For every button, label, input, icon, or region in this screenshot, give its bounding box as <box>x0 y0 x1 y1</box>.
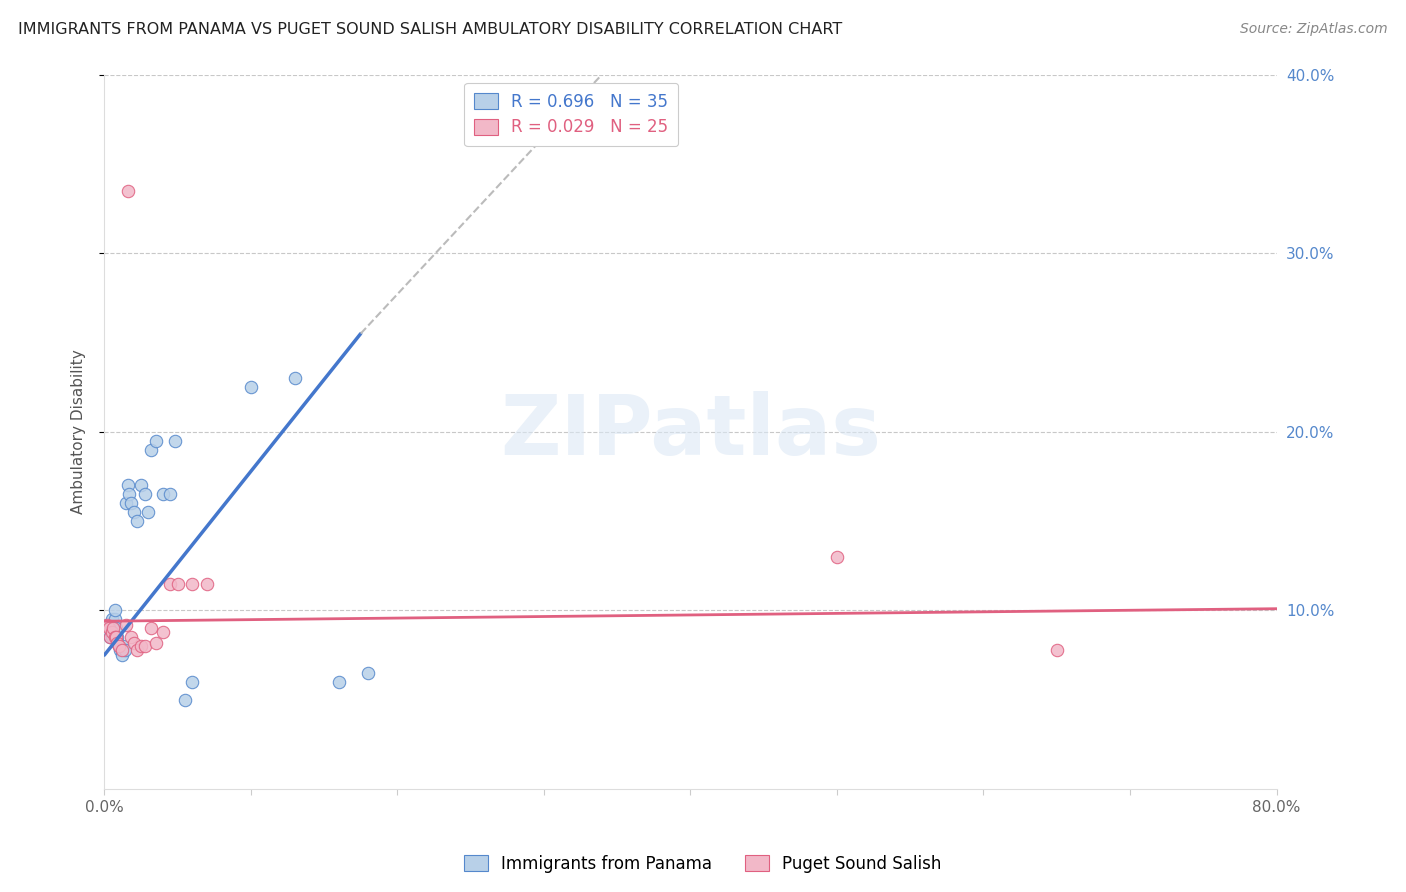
Point <box>98 630 121 644</box>
Point <box>152 487 174 501</box>
Point <box>120 496 142 510</box>
Point <box>105 621 128 635</box>
Legend: R = 0.696   N = 35, R = 0.029   N = 25: R = 0.696 N = 35, R = 0.029 N = 25 <box>464 83 678 146</box>
Point <box>141 621 163 635</box>
Point <box>117 184 139 198</box>
Point <box>125 642 148 657</box>
Point <box>100 630 122 644</box>
Point <box>120 630 142 644</box>
Point <box>103 612 125 626</box>
Point <box>101 621 124 635</box>
Point <box>97 621 120 635</box>
Point <box>239 380 262 394</box>
Point <box>134 487 156 501</box>
Text: IMMIGRANTS FROM PANAMA VS PUGET SOUND SALISH AMBULATORY DISABILITY CORRELATION C: IMMIGRANTS FROM PANAMA VS PUGET SOUND SA… <box>18 22 842 37</box>
Point <box>145 635 167 649</box>
Point <box>108 639 131 653</box>
Point <box>357 666 380 681</box>
Point <box>111 642 134 657</box>
Point <box>115 496 138 510</box>
Y-axis label: Ambulatory Disability: Ambulatory Disability <box>72 350 86 514</box>
Point <box>118 487 141 501</box>
Point <box>122 635 145 649</box>
Point <box>117 478 139 492</box>
Point <box>107 630 129 644</box>
Point <box>108 639 131 653</box>
Point <box>152 624 174 639</box>
Point <box>103 630 125 644</box>
Point <box>105 630 128 644</box>
Point <box>96 617 118 632</box>
Point <box>141 442 163 457</box>
Point <box>98 630 121 644</box>
Legend: Immigrants from Panama, Puget Sound Salish: Immigrants from Panama, Puget Sound Sali… <box>458 848 948 880</box>
Point <box>101 621 124 635</box>
Point <box>100 612 122 626</box>
Point <box>825 549 848 564</box>
Point <box>181 576 204 591</box>
Point <box>159 487 181 501</box>
Point <box>195 576 218 591</box>
Point <box>136 505 159 519</box>
Point <box>112 639 135 653</box>
Text: ZIPatlas: ZIPatlas <box>501 392 882 473</box>
Point <box>96 617 118 632</box>
Point <box>284 371 307 385</box>
Text: Source: ZipAtlas.com: Source: ZipAtlas.com <box>1240 22 1388 37</box>
Point <box>166 576 188 591</box>
Point <box>129 639 152 653</box>
Point <box>159 576 181 591</box>
Point <box>125 514 148 528</box>
Point <box>122 505 145 519</box>
Point <box>110 642 132 657</box>
Point <box>145 434 167 448</box>
Point <box>103 603 125 617</box>
Point <box>100 624 122 639</box>
Point <box>97 624 120 639</box>
Point <box>107 635 129 649</box>
Point <box>328 675 350 690</box>
Point <box>1046 642 1069 657</box>
Point <box>115 617 138 632</box>
Point <box>173 693 195 707</box>
Point <box>134 639 156 653</box>
Point <box>129 478 152 492</box>
Point <box>163 434 186 448</box>
Point <box>111 648 134 662</box>
Point <box>114 642 136 657</box>
Point <box>181 675 204 690</box>
